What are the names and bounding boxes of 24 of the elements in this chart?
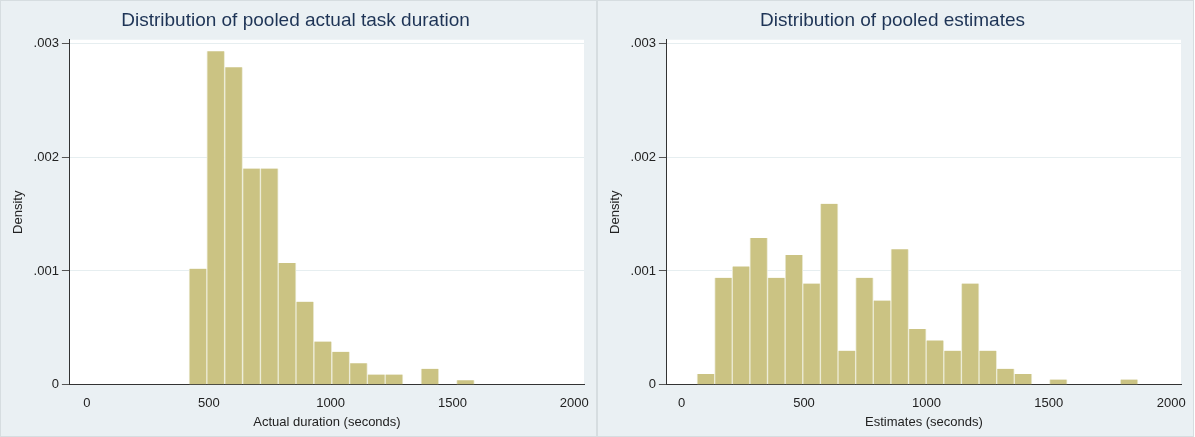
x-tick-label: 1000: [911, 395, 941, 411]
x-tick-label: 0: [83, 395, 91, 411]
y-tick-label: .001: [630, 262, 656, 278]
x-tick-label: 1000: [316, 395, 346, 411]
x-tick-label: 1500: [1034, 395, 1064, 411]
y-tick-label: .002: [33, 148, 59, 164]
chart-title: Distribution of pooled estimates: [759, 8, 1026, 30]
y-tick-label: 0: [51, 376, 59, 392]
y-tick-label: .003: [33, 34, 59, 50]
x-axis-title: Estimates (seconds): [865, 413, 983, 429]
x-tick-label: 500: [793, 395, 815, 411]
x-tick-label: 2000: [1156, 395, 1186, 411]
x-tick-label: 0: [677, 395, 686, 411]
y-tick-label: .002: [630, 148, 656, 164]
y-tick-label: 0: [648, 376, 656, 392]
x-tick-label: 500: [197, 395, 220, 411]
x-axis-title: Actual duration (seconds): [253, 413, 401, 429]
x-tick-label: 2000: [559, 395, 589, 411]
x-tick-label: 1500: [437, 395, 467, 411]
chart-title: Distribution of pooled actual task duration: [121, 8, 470, 30]
y-axis-title: Density: [607, 190, 623, 234]
y-tick-label: .001: [33, 262, 59, 278]
y-axis-title: Density: [10, 190, 26, 234]
y-tick-label: .003: [630, 34, 656, 50]
